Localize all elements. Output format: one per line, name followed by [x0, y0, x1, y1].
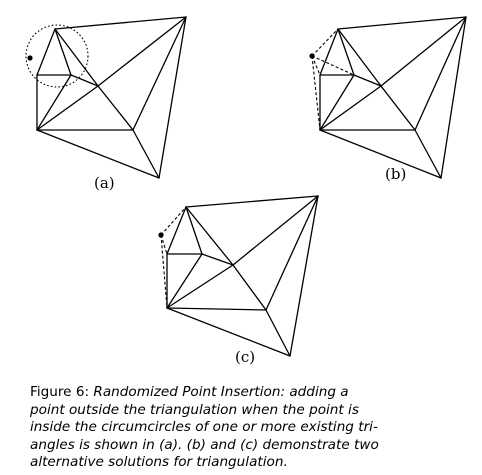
figure-caption: Figure 6: Randomized Point Insertion: ad… [30, 384, 470, 472]
panel-c: (c) [158, 195, 319, 366]
circumcircle [25, 24, 89, 88]
caption-line-5: alternative solutions for triangulation. [30, 454, 288, 470]
figure-diagrams: (a) (b) [25, 16, 467, 366]
caption-line-4: angles is shown in (a). (b) and (c) demo… [30, 436, 379, 453]
caption-line-1: Figure 6: Randomized Point Insertion: ad… [30, 384, 470, 402]
caption-line-2: point outside the triangulation when the… [30, 401, 359, 418]
caption-separator: : [84, 384, 94, 400]
panel-b: (b) [309, 16, 467, 183]
caption-text: Randomized Point Insertion: adding a [93, 384, 349, 400]
caption-line-3: inside the circumcircles of one or more … [30, 419, 378, 435]
triangulation-c [166, 195, 319, 357]
panel-label-b: (b) [385, 165, 406, 183]
new-edges-b [311, 28, 355, 131]
triangulation-b [319, 16, 467, 179]
new-edges-c [160, 206, 187, 309]
inserted-point [158, 232, 164, 238]
panel-label-a: (a) [94, 174, 115, 192]
panel-label-c: (c) [235, 348, 255, 366]
inserted-point [27, 55, 33, 61]
caption-label: Figure 6 [30, 384, 85, 400]
triangulation-a [36, 16, 187, 179]
inserted-point [309, 53, 315, 59]
panel-a: (a) [25, 16, 187, 192]
